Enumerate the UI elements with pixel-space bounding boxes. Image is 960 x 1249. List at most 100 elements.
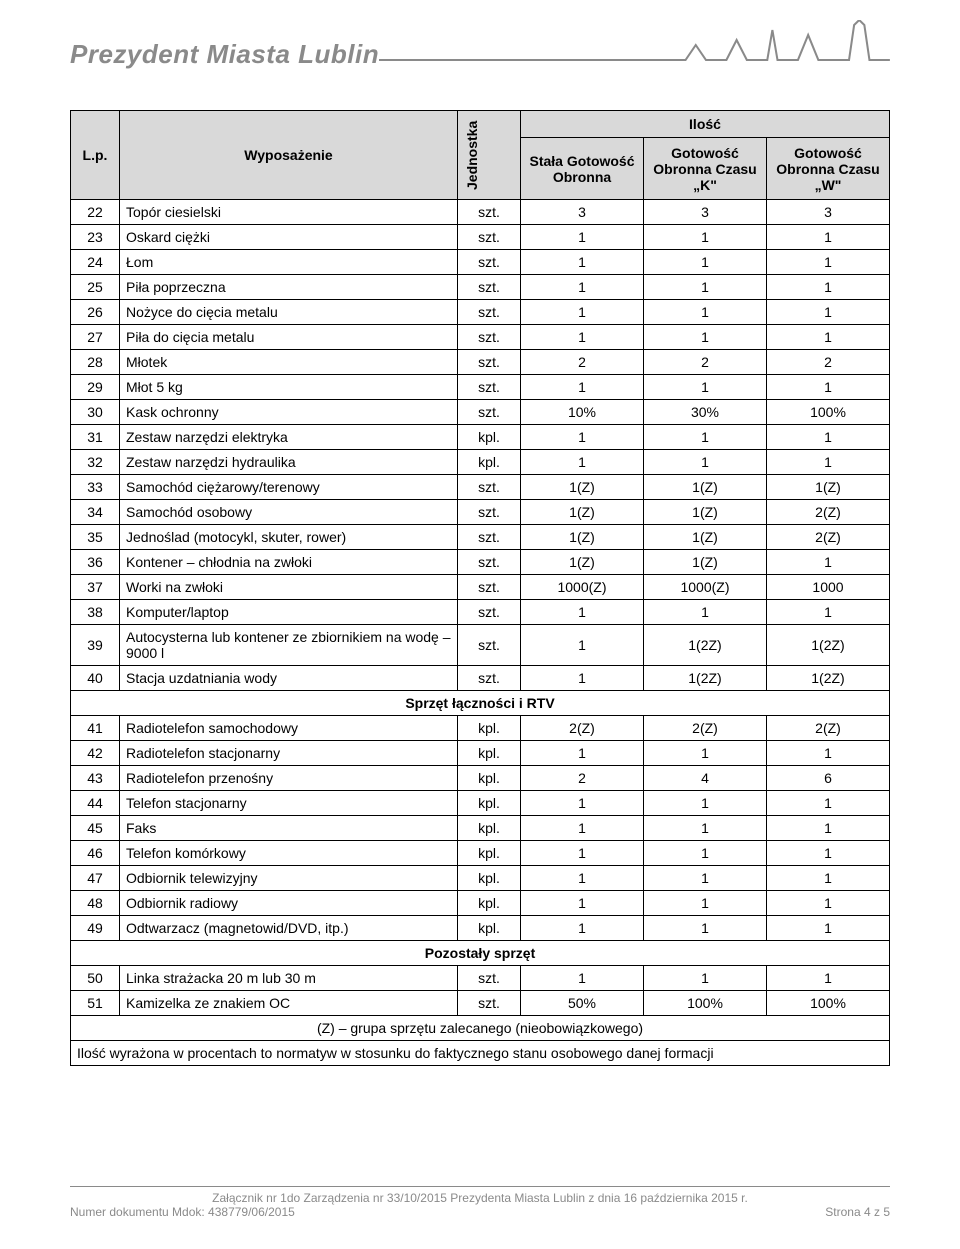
footer-docnum: Numer dokumentu Mdok: 438779/06/2015 xyxy=(70,1205,295,1219)
table-row: 51Kamizelka ze znakiem OCszt.50%100%100% xyxy=(71,991,890,1016)
cell-v3: 1 xyxy=(767,966,890,991)
col-1: Stała Gotowość Obronna xyxy=(521,138,644,200)
cell-name: Piła do cięcia metalu xyxy=(120,325,458,350)
cell-name: Samochód osobowy xyxy=(120,500,458,525)
col-jednostka: Jednostka xyxy=(458,111,521,200)
col-wyposazenie: Wyposażenie xyxy=(120,111,458,200)
cell-lp: 25 xyxy=(71,275,120,300)
cell-name: Łom xyxy=(120,250,458,275)
cell-lp: 49 xyxy=(71,916,120,941)
table-row: 26Nożyce do cięcia metaluszt.111 xyxy=(71,300,890,325)
cell-v3: 1 xyxy=(767,891,890,916)
cell-v2: 1 xyxy=(644,816,767,841)
cell-lp: 48 xyxy=(71,891,120,916)
cell-v2: 1(Z) xyxy=(644,500,767,525)
footer-line1: Załącznik nr 1do Zarządzenia nr 33/10/20… xyxy=(70,1191,890,1205)
table-row: 37Worki na zwłokiszt.1000(Z)1000(Z)1000 xyxy=(71,575,890,600)
cell-name: Autocysterna lub kontener ze zbiornikiem… xyxy=(120,625,458,666)
cell-v2: 1 xyxy=(644,600,767,625)
cell-v1: 1 xyxy=(521,275,644,300)
cell-v3: 1000 xyxy=(767,575,890,600)
cell-name: Kamizelka ze znakiem OC xyxy=(120,991,458,1016)
cell-v3: 1 xyxy=(767,250,890,275)
table-row: 42Radiotelefon stacjonarnykpl.111 xyxy=(71,741,890,766)
equipment-table: L.p. Wyposażenie Jednostka Ilość Stała G… xyxy=(70,110,890,1066)
cell-v3: 1(Z) xyxy=(767,475,890,500)
cell-v3: 1 xyxy=(767,425,890,450)
cell-lp: 22 xyxy=(71,200,120,225)
col-ilosc: Ilość xyxy=(521,111,890,138)
table-row: 45Fakskpl.111 xyxy=(71,816,890,841)
cell-v3: 1 xyxy=(767,450,890,475)
cell-lp: 23 xyxy=(71,225,120,250)
cell-v1: 1 xyxy=(521,450,644,475)
cell-v3: 2(Z) xyxy=(767,500,890,525)
table-row: 48Odbiornik radiowykpl.111 xyxy=(71,891,890,916)
cell-lp: 40 xyxy=(71,666,120,691)
footer-pagenum: Strona 4 z 5 xyxy=(825,1205,890,1219)
table-row: 28Młotekszt.222 xyxy=(71,350,890,375)
cell-lp: 30 xyxy=(71,400,120,425)
cell-unit: szt. xyxy=(458,300,521,325)
cell-v3: 1 xyxy=(767,916,890,941)
cell-v3: 1 xyxy=(767,375,890,400)
table-row: 27Piła do cięcia metaluszt.111 xyxy=(71,325,890,350)
cell-lp: 41 xyxy=(71,716,120,741)
cell-v1: 1(Z) xyxy=(521,475,644,500)
section-row: Pozostały sprzęt xyxy=(71,941,890,966)
cell-v3: 1(2Z) xyxy=(767,625,890,666)
table-row: 38Komputer/laptopszt.111 xyxy=(71,600,890,625)
cell-lp: 33 xyxy=(71,475,120,500)
cell-name: Samochód ciężarowy/terenowy xyxy=(120,475,458,500)
cell-v2: 3 xyxy=(644,200,767,225)
cell-v2: 1(2Z) xyxy=(644,666,767,691)
cell-lp: 38 xyxy=(71,600,120,625)
cell-lp: 31 xyxy=(71,425,120,450)
cell-v2: 1 xyxy=(644,741,767,766)
cell-v1: 1 xyxy=(521,250,644,275)
cell-v1: 1 xyxy=(521,966,644,991)
cell-name: Telefon stacjonarny xyxy=(120,791,458,816)
cell-v1: 1 xyxy=(521,916,644,941)
cell-v1: 1 xyxy=(521,841,644,866)
cell-name: Stacja uzdatniania wody xyxy=(120,666,458,691)
cell-lp: 34 xyxy=(71,500,120,525)
note-text: Ilość wyrażona w procentach to normatyw … xyxy=(71,1041,890,1066)
cell-name: Oskard ciężki xyxy=(120,225,458,250)
table-row: 41Radiotelefon samochodowykpl.2(Z)2(Z)2(… xyxy=(71,716,890,741)
cell-v2: 2(Z) xyxy=(644,716,767,741)
cell-unit: kpl. xyxy=(458,916,521,941)
cell-unit: szt. xyxy=(458,575,521,600)
cell-v1: 50% xyxy=(521,991,644,1016)
cell-v2: 2 xyxy=(644,350,767,375)
note-row: (Z) – grupa sprzętu zalecanego (nieobowi… xyxy=(71,1016,890,1041)
cell-unit: szt. xyxy=(458,625,521,666)
note-text: (Z) – grupa sprzętu zalecanego (nieobowi… xyxy=(71,1016,890,1041)
cell-lp: 35 xyxy=(71,525,120,550)
cell-unit: szt. xyxy=(458,250,521,275)
cell-unit: kpl. xyxy=(458,816,521,841)
cell-v2: 30% xyxy=(644,400,767,425)
cell-unit: szt. xyxy=(458,550,521,575)
cell-lp: 29 xyxy=(71,375,120,400)
cell-lp: 51 xyxy=(71,991,120,1016)
cell-lp: 36 xyxy=(71,550,120,575)
cell-lp: 28 xyxy=(71,350,120,375)
cell-unit: kpl. xyxy=(458,425,521,450)
cell-name: Faks xyxy=(120,816,458,841)
table-row: 43Radiotelefon przenośnykpl.246 xyxy=(71,766,890,791)
cell-v1: 1 xyxy=(521,600,644,625)
cell-name: Linka strażacka 20 m lub 30 m xyxy=(120,966,458,991)
cell-lp: 47 xyxy=(71,866,120,891)
table-row: 22Topór ciesielskiszt.333 xyxy=(71,200,890,225)
cell-v1: 1(Z) xyxy=(521,500,644,525)
cell-v2: 1 xyxy=(644,375,767,400)
cell-v3: 2(Z) xyxy=(767,716,890,741)
cell-v1: 1 xyxy=(521,625,644,666)
cell-v1: 1 xyxy=(521,816,644,841)
cell-name: Zestaw narzędzi elektryka xyxy=(120,425,458,450)
table-row: 23Oskard ciężkiszt.111 xyxy=(71,225,890,250)
table-row: 24Łomszt.111 xyxy=(71,250,890,275)
cell-v3: 1 xyxy=(767,325,890,350)
cell-v2: 1 xyxy=(644,791,767,816)
